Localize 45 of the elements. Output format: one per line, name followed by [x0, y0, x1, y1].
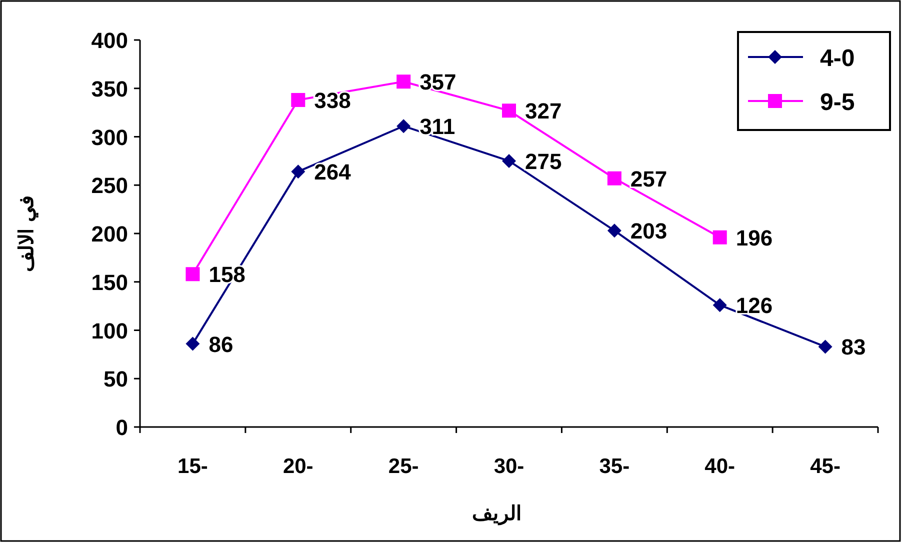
- data-label: 86: [208, 332, 234, 357]
- y-tick-label: 200: [91, 222, 128, 246]
- x-tick-label: 40-: [704, 455, 736, 478]
- x-tick-label: 15-: [178, 455, 208, 478]
- point: [291, 164, 306, 179]
- point: [502, 154, 516, 168]
- point: [607, 224, 622, 238]
- data-label: 257: [630, 166, 668, 192]
- x-tick-label: 25-: [388, 455, 419, 478]
- y-axis-title: في الالف: [16, 195, 39, 272]
- data-label: 83: [841, 334, 866, 360]
- data-label: 275: [525, 148, 562, 174]
- y-tick-label: 50: [104, 366, 128, 392]
- point: [396, 74, 411, 89]
- point: [396, 119, 411, 134]
- point: [291, 92, 306, 107]
- y-tick-label: 100: [91, 318, 128, 344]
- y-tick-label: 250: [91, 173, 128, 198]
- data-label: 327: [525, 98, 562, 124]
- x-tick-label: 45-: [810, 455, 840, 478]
- data-label: 203: [630, 218, 668, 244]
- point: [186, 336, 200, 351]
- x-axis-title: الريف: [472, 503, 522, 526]
- y-tick-label: 300: [91, 124, 128, 150]
- x-tick-label: 20-: [282, 455, 314, 478]
- legend-label: 4-0: [820, 45, 855, 72]
- data-label: 126: [736, 293, 773, 318]
- y-tick-label: 400: [91, 28, 128, 53]
- point: [607, 171, 622, 186]
- data-label: 357: [420, 70, 456, 95]
- data-label: 264: [314, 160, 352, 185]
- x-tick-label: 35-: [599, 455, 630, 478]
- point: [186, 267, 200, 282]
- point: [818, 340, 832, 354]
- data-label: 196: [736, 225, 773, 250]
- y-tick-label: 150: [91, 270, 128, 295]
- point: [712, 298, 727, 312]
- data-label: 338: [314, 88, 351, 113]
- legend-label: 9-5: [820, 89, 855, 116]
- data-label: 311: [420, 114, 456, 140]
- y-tick-label: 0: [116, 415, 128, 440]
- x-tick-label: 30-: [494, 455, 524, 478]
- point: [712, 230, 727, 244]
- point: [502, 104, 516, 118]
- y-tick-label: 350: [91, 76, 128, 102]
